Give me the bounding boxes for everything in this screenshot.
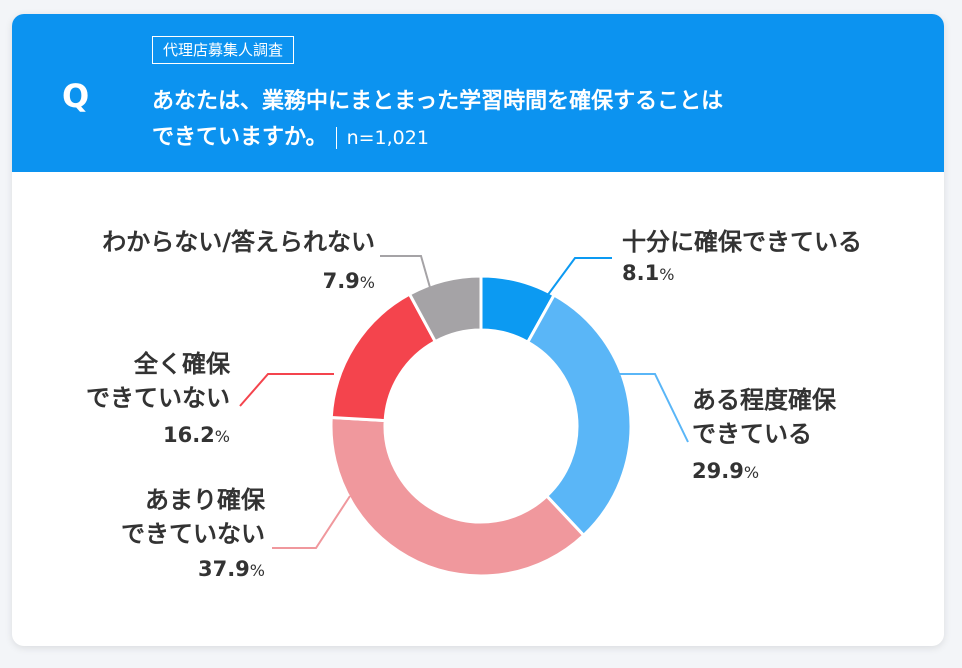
leader-line-2 — [272, 495, 351, 549]
question-line-2: できていますか。 — [152, 125, 328, 150]
sample-size: n=1,021 — [335, 127, 429, 149]
slice-2 — [329, 415, 586, 578]
value-label-1: 29.9% — [692, 459, 759, 483]
category-label-2-1: できていない — [121, 520, 265, 548]
survey-tag: 代理店募集人調査 — [152, 36, 295, 64]
value-label-3: 16.2% — [163, 423, 230, 447]
question-text: あなたは、業務中にまとまった学習時間を確保することは できていますか。 n=1,0… — [152, 84, 852, 156]
leader-line-4 — [380, 255, 434, 299]
q-mark: Q — [62, 77, 90, 115]
category-label-1-1: できている — [692, 420, 812, 448]
leader-line-1 — [618, 373, 689, 443]
leader-line-0 — [546, 257, 612, 297]
category-label-4-0: わからない/答えられない — [102, 228, 375, 256]
value-label-4: 7.9% — [323, 269, 375, 293]
value-label-2: 37.9% — [198, 557, 265, 581]
category-label-3-1: できていない — [86, 384, 230, 412]
category-label-3-0: 全く確保 — [133, 350, 231, 378]
question-header: Q 代理店募集人調査 あなたは、業務中にまとまった学習時間を確保することは でき… — [12, 14, 944, 172]
slice-1 — [525, 292, 633, 538]
category-label-1-0: ある程度確保 — [692, 386, 837, 414]
value-label-0: 8.1% — [622, 261, 674, 285]
leader-line-3 — [239, 373, 334, 407]
category-label-0-0: 十分に確保できている — [622, 228, 862, 256]
category-label-2-0: あまり確保 — [145, 486, 266, 514]
question-line-2-wrap: できていますか。 n=1,021 — [152, 120, 852, 156]
question-line-1: あなたは、業務中にまとまった学習時間を確保することは — [152, 89, 724, 114]
